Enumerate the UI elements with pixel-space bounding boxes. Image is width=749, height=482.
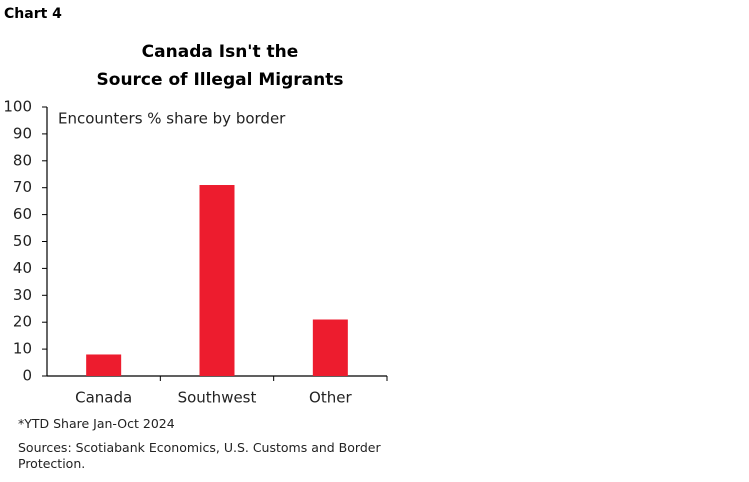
y-tick-label: 50 bbox=[13, 232, 32, 250]
bar bbox=[86, 354, 122, 376]
y-tick-label: 20 bbox=[13, 313, 32, 331]
y-tick-label: 0 bbox=[22, 367, 32, 385]
footnote: *YTD Share Jan-Oct 2024 bbox=[18, 416, 175, 431]
x-tick-label: Canada bbox=[75, 389, 132, 407]
y-tick-label: 70 bbox=[13, 178, 32, 196]
x-tick-label: Southwest bbox=[178, 389, 257, 407]
y-tick-label: 40 bbox=[13, 259, 32, 277]
y-axis-label: Encounters % share by border bbox=[58, 110, 286, 128]
chart: Canada Isn't the Source of Illegal Migran… bbox=[3, 42, 388, 407]
bar bbox=[312, 319, 348, 376]
source-note: Sources: Scotiabank Economics, U.S. Cust… bbox=[18, 440, 381, 471]
y-tick-label: 10 bbox=[13, 340, 32, 358]
y-tick-label: 100 bbox=[3, 98, 32, 116]
x-tick-label: Other bbox=[309, 389, 352, 407]
y-tick-label: 80 bbox=[13, 151, 32, 169]
chart-label: Chart 4 bbox=[4, 6, 62, 22]
chart-title: Canada Isn't the bbox=[142, 42, 299, 62]
y-tick-label: 90 bbox=[13, 124, 32, 142]
y-tick-label: 30 bbox=[13, 286, 32, 304]
chart-title: Source of Illegal Migrants bbox=[97, 70, 344, 90]
bar bbox=[199, 185, 235, 376]
y-tick-label: 60 bbox=[13, 205, 32, 223]
